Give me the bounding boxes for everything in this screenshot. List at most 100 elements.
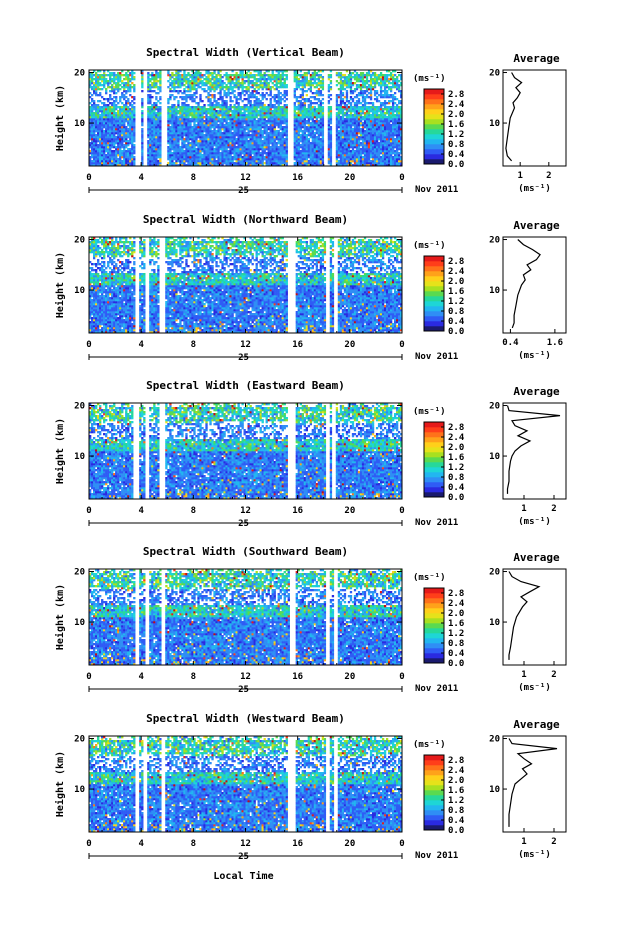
- heatmap-cell: [298, 152, 300, 154]
- heatmap-cell: [248, 160, 250, 162]
- heatmap-cell: [127, 158, 129, 160]
- heatmap-cell: [312, 130, 314, 132]
- heatmap-cell: [107, 150, 109, 152]
- heatmap-cell: [127, 160, 129, 162]
- heatmap-cell: [99, 152, 101, 154]
- heatmap-cell: [153, 140, 155, 142]
- heatmap-cell: [175, 130, 177, 132]
- heatmap-cell: [183, 142, 185, 144]
- heatmap-cell: [97, 156, 99, 158]
- heatmap-cell: [159, 140, 161, 142]
- heatmap-cell: [340, 130, 342, 132]
- heatmap-cell: [272, 138, 274, 140]
- heatmap-cell: [243, 158, 245, 160]
- heatmap-cell: [300, 134, 302, 136]
- heatmap-cell: [340, 158, 342, 160]
- heatmap-cell: [328, 132, 330, 134]
- heatmap-cell: [388, 138, 390, 140]
- heatmap-cell: [225, 150, 227, 152]
- heatmap-cell: [155, 140, 157, 142]
- heatmap-cell: [241, 140, 243, 142]
- heatmap-cell: [103, 136, 105, 138]
- heatmap-cell: [310, 160, 312, 162]
- heatmap-cell: [390, 132, 392, 134]
- heatmap-cell: [268, 132, 270, 134]
- heatmap-cell: [101, 148, 103, 150]
- heatmap-cell: [300, 156, 302, 158]
- heatmap-cell: [308, 162, 310, 164]
- heatmap-cell: [239, 150, 241, 152]
- heatmap-cell: [322, 140, 324, 142]
- heatmap-cell: [231, 152, 233, 154]
- heatmap-cell: [254, 144, 256, 146]
- heatmap-cell: [155, 148, 157, 150]
- heatmap-cell: [310, 130, 312, 132]
- heatmap-cell: [250, 140, 252, 142]
- heatmap-cell: [282, 160, 284, 162]
- heatmap-cell: [270, 154, 272, 156]
- heatmap-cell: [155, 142, 157, 144]
- heatmap-cell: [201, 134, 203, 136]
- heatmap-cell: [91, 162, 93, 164]
- heatmap-cell: [117, 130, 119, 132]
- heatmap-cell: [350, 134, 352, 136]
- heatmap-cell: [350, 130, 352, 132]
- heatmap-cell: [157, 134, 159, 136]
- heatmap-cell: [350, 158, 352, 160]
- heatmap-cell: [173, 128, 175, 130]
- heatmap-cell: [149, 158, 151, 160]
- heatmap-cell: [382, 150, 384, 152]
- heatmap-cell: [254, 140, 256, 142]
- heatmap-cell: [171, 146, 173, 148]
- heatmap-cell: [101, 146, 103, 148]
- heatmap-cell: [141, 152, 143, 154]
- heatmap-cell: [378, 128, 380, 130]
- heatmap-cell: [167, 134, 169, 136]
- heatmap-cell: [191, 144, 193, 146]
- heatmap-cell: [386, 136, 388, 138]
- heatmap-cell: [372, 136, 374, 138]
- heatmap-cell: [123, 152, 125, 154]
- heatmap-cell: [91, 134, 93, 136]
- heatmap-cell: [330, 134, 332, 136]
- heatmap-cell: [356, 160, 358, 162]
- heatmap-cell: [199, 146, 201, 148]
- heatmap-cell: [314, 136, 316, 138]
- heatmap-cell: [101, 160, 103, 162]
- heatmap-cell: [121, 160, 123, 162]
- heatmap-cell: [308, 128, 310, 130]
- heatmap-cell: [280, 140, 282, 142]
- heatmap-cell: [235, 158, 237, 160]
- heatmap-cell: [304, 154, 306, 156]
- heatmap-cell: [268, 156, 270, 158]
- heatmap-cell: [296, 144, 298, 146]
- heatmap-cell: [221, 162, 223, 164]
- heatmap-cell: [354, 162, 356, 164]
- heatmap-cell: [282, 132, 284, 134]
- heatmap-cell: [233, 152, 235, 154]
- heatmap-cell: [211, 148, 213, 150]
- heatmap-cell: [302, 150, 304, 152]
- heatmap-cell: [189, 156, 191, 158]
- heatmap-cell: [282, 150, 284, 152]
- heatmap-cell: [201, 140, 203, 142]
- heatmap-cell: [237, 150, 239, 152]
- heatmap-cell: [286, 156, 288, 158]
- heatmap-cell: [181, 154, 183, 156]
- heatmap-cell: [330, 128, 332, 130]
- heatmap-cell: [173, 150, 175, 152]
- heatmap-cell: [203, 140, 205, 142]
- heatmap-cell: [374, 128, 376, 130]
- heatmap-cell: [338, 148, 340, 150]
- heatmap-cell: [396, 132, 398, 134]
- heatmap-cell: [123, 146, 125, 148]
- heatmap-cell: [366, 158, 368, 160]
- heatmap-cell: [392, 152, 394, 154]
- heatmap-cell: [354, 136, 356, 138]
- heatmap-cell: [119, 146, 121, 148]
- heatmap-cell: [262, 132, 264, 134]
- heatmap-cell: [147, 162, 149, 164]
- heatmap-cell: [350, 138, 352, 140]
- heatmap-cell: [302, 136, 304, 138]
- heatmap-cell: [254, 128, 256, 130]
